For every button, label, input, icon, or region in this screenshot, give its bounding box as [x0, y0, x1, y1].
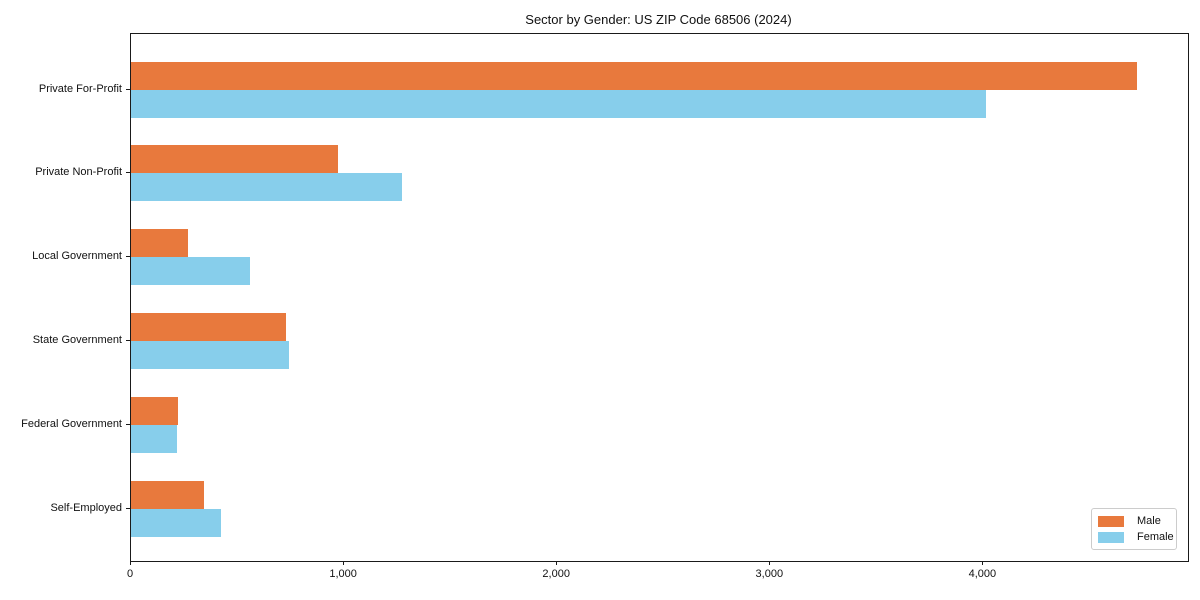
legend-label-female: Female [1137, 531, 1174, 543]
bar-male-5 [131, 397, 178, 426]
category-label: Federal Government [21, 418, 122, 431]
bar-male-6 [131, 481, 204, 509]
y-tick-mark [126, 340, 130, 342]
x-tick-mark [982, 561, 984, 565]
chart-title: Sector by Gender: US ZIP Code 68506 (202… [525, 12, 792, 27]
male-legend-swatch [1098, 515, 1124, 527]
bar-female-4 [131, 341, 289, 370]
bar-male-1 [131, 61, 1137, 90]
bar-male-3 [131, 229, 188, 258]
bar-female-1 [131, 89, 986, 118]
bar-female-6 [131, 509, 221, 537]
category-label: Local Government [32, 250, 122, 263]
y-tick-mark [126, 424, 130, 426]
category-label: Private Non-Profit [35, 166, 122, 179]
bar-female-3 [131, 257, 251, 286]
y-tick-mark [126, 508, 130, 509]
x-tick-mark [343, 561, 345, 565]
x-tick-label: 2,000 [542, 568, 570, 580]
female-legend-swatch [1098, 531, 1124, 543]
legend-label-male: Male [1137, 515, 1161, 527]
y-tick-mark [126, 256, 130, 258]
legend-item-female: Female [1098, 531, 1174, 543]
x-tick-label: 3,000 [755, 568, 784, 580]
y-tick-mark [126, 172, 130, 174]
y-tick-mark [126, 88, 130, 90]
bar-male-2 [131, 145, 338, 174]
x-tick-label: 4,000 [968, 568, 997, 580]
x-tick-mark [130, 561, 131, 565]
bar-male-4 [131, 313, 286, 342]
category-label: Private For-Profit [38, 82, 122, 95]
bar-female-5 [131, 425, 177, 454]
legend: Male Female [1091, 508, 1177, 550]
x-tick-mark [556, 561, 558, 565]
x-tick-label: 1,000 [329, 568, 357, 580]
legend-item-male: Male [1098, 515, 1170, 527]
category-label: State Government [32, 334, 122, 347]
bar-female-2 [131, 173, 402, 202]
x-tick-label: 0 [126, 568, 134, 580]
x-tick-mark [769, 561, 771, 565]
category-label: Self-Employed [50, 502, 122, 514]
plot-area [130, 33, 1189, 562]
